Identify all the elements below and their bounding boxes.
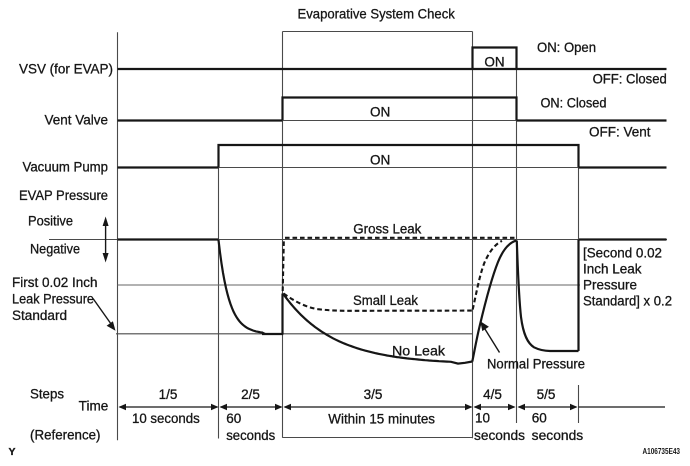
svg-text:VSV (for EVAP): VSV (for EVAP) xyxy=(19,61,113,76)
svg-text:seconds: seconds xyxy=(226,428,275,443)
svg-text:(Reference): (Reference) xyxy=(30,428,101,443)
svg-text:ON: Closed: ON: Closed xyxy=(541,96,607,111)
svg-text:ON: ON xyxy=(370,104,390,119)
svg-text:4/5: 4/5 xyxy=(483,387,502,402)
svg-text:Y: Y xyxy=(9,446,16,458)
svg-text:Steps: Steps xyxy=(30,387,64,402)
svg-text:[Second 0.02: [Second 0.02 xyxy=(583,245,662,260)
svg-text:Standard] x 0.2: Standard] x 0.2 xyxy=(583,294,672,309)
svg-text:Pressure: Pressure xyxy=(583,278,637,293)
svg-text:Inch Leak: Inch Leak xyxy=(583,261,642,276)
svg-text:First 0.02 Inch: First 0.02 Inch xyxy=(12,275,98,290)
svg-text:Within 15 minutes: Within 15 minutes xyxy=(328,411,435,426)
svg-text:Negative: Negative xyxy=(30,241,80,256)
svg-text:Normal Pressure: Normal Pressure xyxy=(487,356,585,371)
svg-text:ON: ON xyxy=(370,152,390,167)
svg-text:No Leak: No Leak xyxy=(392,344,445,359)
svg-text:2/5: 2/5 xyxy=(241,387,260,402)
svg-text:ON: Open: ON: Open xyxy=(537,40,596,55)
svg-text:seconds: seconds xyxy=(532,428,584,443)
svg-text:Gross Leak: Gross Leak xyxy=(353,222,421,237)
svg-text:Vent Valve: Vent Valve xyxy=(45,113,109,128)
svg-text:Time: Time xyxy=(79,399,109,414)
svg-text:60: 60 xyxy=(226,411,241,426)
svg-text:10 seconds: 10 seconds xyxy=(132,411,200,426)
svg-text:seconds: seconds xyxy=(474,428,525,443)
svg-text:A106735E43: A106735E43 xyxy=(643,447,681,456)
svg-text:OFF: Closed: OFF: Closed xyxy=(593,72,667,87)
svg-text:5/5: 5/5 xyxy=(537,387,556,402)
svg-text:1/5: 1/5 xyxy=(159,387,178,402)
svg-text:10: 10 xyxy=(475,411,490,426)
svg-text:Small Leak: Small Leak xyxy=(353,293,418,308)
svg-text:3/5: 3/5 xyxy=(364,387,383,402)
svg-text:Leak Pressure: Leak Pressure xyxy=(12,292,94,307)
svg-text:OFF: Vent: OFF: Vent xyxy=(589,125,651,140)
svg-text:Evaporative System Check: Evaporative System Check xyxy=(298,5,456,21)
svg-text:60: 60 xyxy=(532,411,547,426)
svg-text:Standard: Standard xyxy=(12,308,67,323)
svg-text:Positive: Positive xyxy=(28,213,73,228)
svg-text:Vacuum Pump: Vacuum Pump xyxy=(23,159,109,174)
svg-text:EVAP Pressure: EVAP Pressure xyxy=(19,188,108,203)
svg-text:ON: ON xyxy=(484,54,504,69)
